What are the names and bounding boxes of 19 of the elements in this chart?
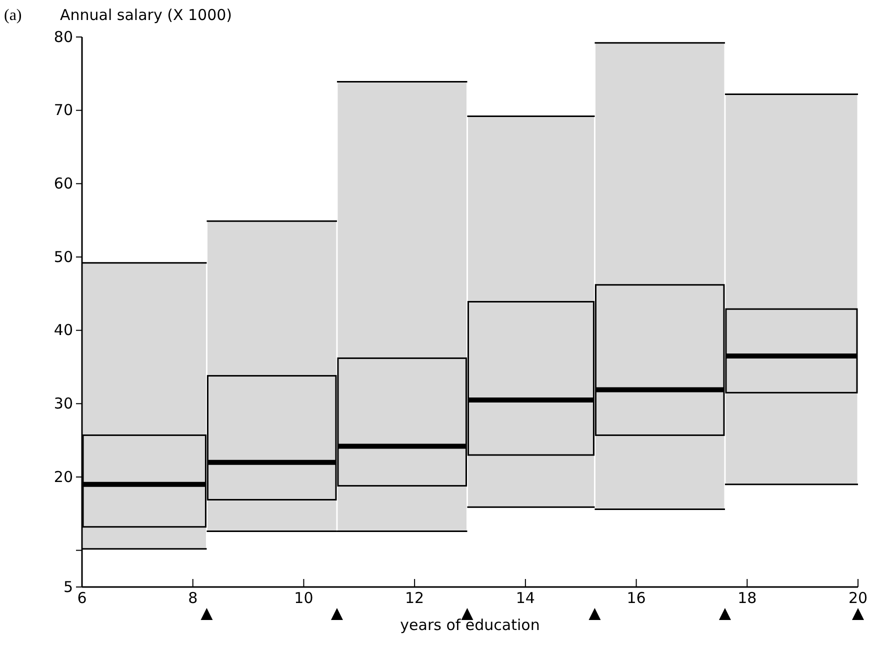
y-tick-label: 20 bbox=[54, 468, 73, 486]
chart-title: (a) bbox=[4, 7, 22, 24]
y-axis-title: Annual salary (X 1000) bbox=[60, 6, 232, 24]
x-axis-title: years of education bbox=[400, 616, 540, 634]
y-tick-label: 70 bbox=[54, 101, 73, 120]
y-tick-label: 80 bbox=[54, 28, 73, 46]
x-tick-label: 20 bbox=[848, 589, 868, 607]
x-tick-label: 16 bbox=[626, 589, 646, 607]
y-tick-label: 5 bbox=[63, 578, 73, 596]
x-tick-label: 10 bbox=[294, 589, 314, 607]
y-tick-label: 50 bbox=[54, 248, 73, 266]
x-tick-label: 6 bbox=[77, 589, 87, 607]
x-tick-label: 18 bbox=[738, 589, 757, 607]
x-tick-label: 8 bbox=[188, 589, 198, 607]
x-tick-label: 12 bbox=[405, 589, 424, 607]
y-tick-label: 40 bbox=[54, 321, 73, 340]
x-tick-label: 14 bbox=[516, 589, 535, 607]
y-tick-label: 60 bbox=[54, 174, 73, 192]
y-tick-label: 30 bbox=[54, 394, 73, 412]
